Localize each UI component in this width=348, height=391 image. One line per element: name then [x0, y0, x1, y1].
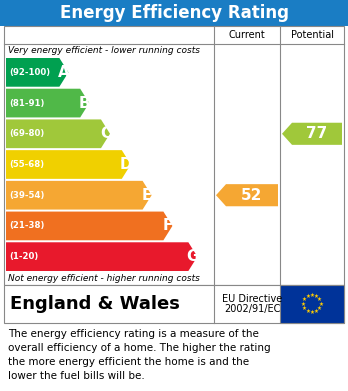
- Text: 2002/91/EC: 2002/91/EC: [224, 304, 280, 314]
- Text: Energy Efficiency Rating: Energy Efficiency Rating: [60, 4, 288, 22]
- Polygon shape: [6, 89, 89, 117]
- Polygon shape: [216, 184, 278, 206]
- Polygon shape: [6, 119, 110, 148]
- Text: Potential: Potential: [291, 30, 333, 40]
- Text: 77: 77: [306, 126, 327, 141]
- Text: ★: ★: [305, 294, 310, 299]
- Text: (1-20): (1-20): [9, 252, 38, 261]
- Text: (55-68): (55-68): [9, 160, 44, 169]
- Text: Current: Current: [229, 30, 266, 40]
- Text: D: D: [120, 157, 133, 172]
- Text: Very energy efficient - lower running costs: Very energy efficient - lower running co…: [8, 46, 200, 55]
- Text: G: G: [187, 249, 199, 264]
- Text: ★: ★: [301, 301, 306, 307]
- Text: E: E: [142, 188, 152, 203]
- Polygon shape: [6, 212, 172, 240]
- Text: ★: ★: [314, 294, 319, 299]
- Text: ★: ★: [317, 297, 322, 302]
- Text: C: C: [100, 126, 111, 141]
- Text: England & Wales: England & Wales: [10, 295, 180, 313]
- Polygon shape: [6, 242, 197, 271]
- Bar: [4, 285, 344, 323]
- Text: Not energy efficient - higher running costs: Not energy efficient - higher running co…: [8, 274, 200, 283]
- Bar: [0, 0, 348, 26]
- Text: (39-54): (39-54): [9, 191, 45, 200]
- Text: The energy efficiency rating is a measure of the: The energy efficiency rating is a measur…: [8, 329, 259, 339]
- Text: ★: ★: [314, 309, 319, 314]
- Text: overall efficiency of a home. The higher the rating: overall efficiency of a home. The higher…: [8, 343, 271, 353]
- Text: B: B: [79, 95, 90, 111]
- Polygon shape: [6, 181, 152, 210]
- Text: A: A: [58, 65, 70, 80]
- Text: (81-91): (81-91): [9, 99, 45, 108]
- Polygon shape: [6, 58, 69, 87]
- Text: the more energy efficient the home is and the: the more energy efficient the home is an…: [8, 357, 249, 367]
- Text: ★: ★: [302, 297, 307, 302]
- Bar: [4, 26, 344, 285]
- Bar: [280, 285, 344, 323]
- Text: (69-80): (69-80): [9, 129, 44, 138]
- Polygon shape: [6, 150, 131, 179]
- Polygon shape: [282, 123, 342, 145]
- Text: EU Directive: EU Directive: [222, 294, 282, 304]
- Text: (21-38): (21-38): [9, 221, 45, 230]
- Text: ★: ★: [318, 301, 323, 307]
- Text: (92-100): (92-100): [9, 68, 50, 77]
- Text: ★: ★: [310, 310, 315, 315]
- Text: ★: ★: [305, 309, 310, 314]
- Text: ★: ★: [317, 306, 322, 311]
- Text: lower the fuel bills will be.: lower the fuel bills will be.: [8, 371, 145, 381]
- Text: 52: 52: [241, 188, 263, 203]
- Text: ★: ★: [302, 306, 307, 311]
- Text: ★: ★: [310, 293, 315, 298]
- Text: F: F: [163, 219, 173, 233]
